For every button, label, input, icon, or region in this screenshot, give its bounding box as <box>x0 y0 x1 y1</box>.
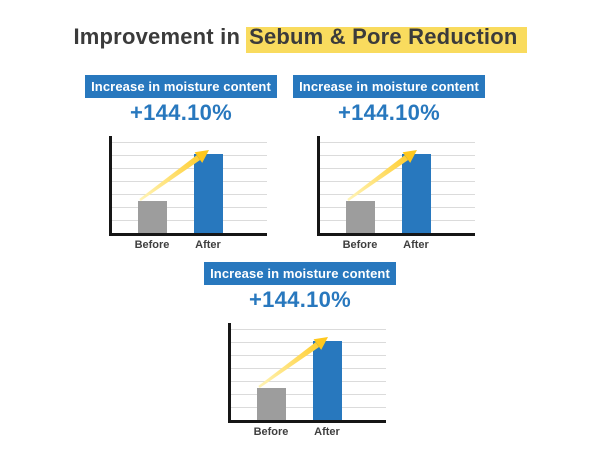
label-after: After <box>195 239 221 251</box>
chart-title-banner: Increase in moisture content <box>204 262 396 285</box>
bar-chart: Before After <box>317 136 475 255</box>
bar-after <box>402 154 431 233</box>
bar-after <box>194 154 223 233</box>
label-before: Before <box>134 239 170 251</box>
chart-panel: Increase in moisture content +144.10% Be… <box>85 75 277 255</box>
label-before: Before <box>342 239 378 251</box>
bar-chart: Before After <box>109 136 267 255</box>
increase-percentage: +144.10% <box>129 100 233 125</box>
bar-chart: Before After <box>228 323 386 442</box>
chart-title-banner: Increase in moisture content <box>85 75 277 98</box>
chart-panel: Increase in moisture content +144.10% Be… <box>204 262 396 442</box>
label-after: After <box>314 426 340 438</box>
increase-arrow-icon <box>139 150 209 201</box>
bar-before <box>346 200 375 233</box>
plot-area <box>228 323 386 423</box>
page-title-highlight: Sebum & Pore Reduction <box>246 22 527 53</box>
plot-area <box>317 136 475 236</box>
bar-before <box>257 387 286 420</box>
increase-percentage: +144.10% <box>337 100 441 125</box>
chart-title-banner: Increase in moisture content <box>293 75 485 98</box>
increase-arrow-icon <box>258 337 328 388</box>
label-after: After <box>403 239 429 251</box>
x-axis-labels: Before After <box>228 426 386 442</box>
plot-area <box>109 136 267 236</box>
bar-before <box>138 200 167 233</box>
page-title-prefix: Improvement in <box>73 24 241 49</box>
label-before: Before <box>253 426 289 438</box>
chart-panel: Increase in moisture content +144.10% Be… <box>293 75 485 255</box>
increase-percentage: +144.10% <box>248 287 352 312</box>
bar-after <box>313 341 342 420</box>
x-axis-labels: Before After <box>109 239 267 255</box>
x-axis-labels: Before After <box>317 239 475 255</box>
increase-arrow-icon <box>347 150 417 201</box>
page-title: Improvement in Sebum & Pore Reduction <box>0 22 600 53</box>
